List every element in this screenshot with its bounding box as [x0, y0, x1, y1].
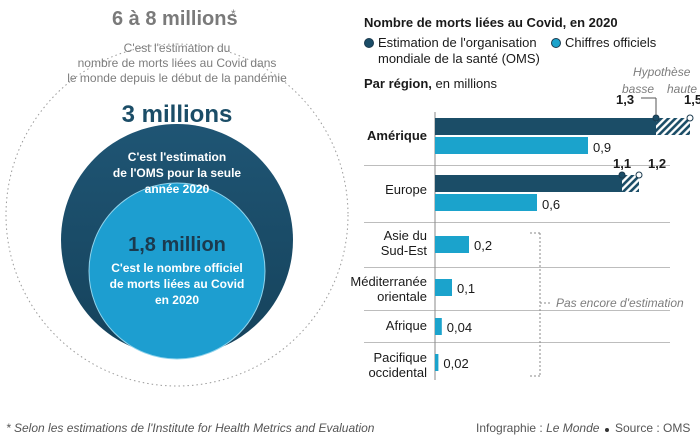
value-label-official: 0,02: [443, 356, 469, 371]
outer-caption-line1: C'est l'estimation du: [123, 41, 231, 55]
no-estimate-note: Pas encore d'estimation: [556, 296, 684, 310]
credit-name: Le Monde: [546, 421, 600, 435]
legend-swatch-estimate: [364, 38, 374, 48]
hypothesis-low-label: basse: [622, 82, 655, 96]
category-label: Europe: [385, 182, 427, 197]
category-label: Pacifique: [373, 350, 427, 365]
value-label-official: 0,1: [457, 281, 476, 296]
chart-subtitle: Par région, en millions: [364, 76, 497, 91]
row-separator: [364, 310, 670, 311]
value-label-official: 0,9: [593, 140, 612, 155]
value-label-official: 0,6: [542, 197, 561, 212]
bar-estimate-high-range: [656, 118, 690, 135]
bar-estimate-high-range: [622, 175, 639, 192]
footnote: * Selon les estimations de l'Institute f…: [6, 421, 375, 435]
bar-estimate-low: [435, 175, 622, 192]
bar-official: [435, 354, 439, 371]
source: Source : OMS: [615, 421, 691, 435]
value-label-estimate-high: 1,5: [684, 92, 700, 107]
credit-prefix: Infographie :: [476, 421, 547, 435]
bar-official: [435, 318, 442, 335]
value-label-estimate-high: 1,2: [648, 156, 667, 171]
chart-subtitle-bold: Par région,: [364, 76, 432, 91]
bar-estimate-low: [435, 118, 656, 135]
inner-caption-line2: de morts liées au Covid: [109, 277, 245, 291]
middle-caption-line3: année 2020: [144, 182, 210, 196]
inner-circle: [88, 182, 266, 360]
legend-swatch-official: [551, 38, 561, 48]
hypothesis-high-label: haute: [667, 82, 698, 96]
legend-label-estimate-line1: Estimation de l'organisation: [378, 35, 537, 50]
nested-circles: [5, 43, 349, 387]
outer-value-text: 6 à 8 millions: [112, 8, 238, 30]
value-label-estimate-low: 1,3: [616, 92, 635, 107]
credit-separator-dot: [605, 428, 609, 432]
marker-estimate-low: [652, 114, 660, 122]
category-label: occidental: [368, 365, 427, 380]
row-separator: [364, 222, 670, 223]
outer-circle: [5, 43, 349, 387]
marker-estimate-high: [635, 171, 643, 179]
value-label-official: 0,04: [446, 320, 473, 335]
chart-subtitle-rest: en millions: [431, 76, 497, 91]
category-label: Asie du: [383, 228, 427, 243]
inner-caption-line1: C'est le nombre officiel: [111, 261, 243, 275]
value-label-official: 0,2: [474, 238, 493, 253]
middle-value: 3 millions: [121, 101, 233, 128]
legend-label-estimate-line2: mondiale de la santé (OMS): [378, 51, 540, 66]
marker-estimate-low: [618, 171, 626, 179]
category-label: Afrique: [385, 318, 427, 333]
value-label-estimate-low: 1,1: [613, 156, 632, 171]
bar-official: [435, 279, 452, 296]
hypothesis-label: Hypothèse: [633, 65, 691, 79]
credit: Infographie : Le Monde: [476, 421, 599, 435]
bar-official: [435, 137, 588, 154]
outer-footnote-mark: *: [231, 7, 236, 21]
bar-official: [435, 194, 537, 211]
inner-caption-line3: en 2020: [154, 293, 200, 307]
outer-caption-line2: nombre de morts liées au Covid dans: [77, 56, 277, 70]
category-label: Sud-Est: [380, 243, 427, 258]
middle-caption-line1: C'est l'estimation: [127, 150, 227, 164]
category-label: orientale: [377, 289, 427, 304]
category-label: Amérique: [367, 128, 427, 143]
outer-caption-line3: le monde depuis le début de la pandémie: [67, 71, 287, 85]
outer-value: 6 à 8 millions: [112, 8, 238, 31]
middle-caption-line2: de l'OMS pour la seule: [112, 166, 242, 180]
inner-value: 1,8 million: [128, 234, 226, 256]
row-separator: [364, 267, 670, 268]
row-separator: [364, 342, 670, 343]
chart-title: Nombre de morts liées au Covid, en 2020: [364, 15, 618, 30]
row-separator: [364, 165, 670, 166]
marker-estimate-high: [686, 114, 694, 122]
bar-official: [435, 236, 469, 253]
legend-label-official: Chiffres officiels: [565, 35, 657, 50]
category-label: Méditerranée: [350, 274, 427, 289]
